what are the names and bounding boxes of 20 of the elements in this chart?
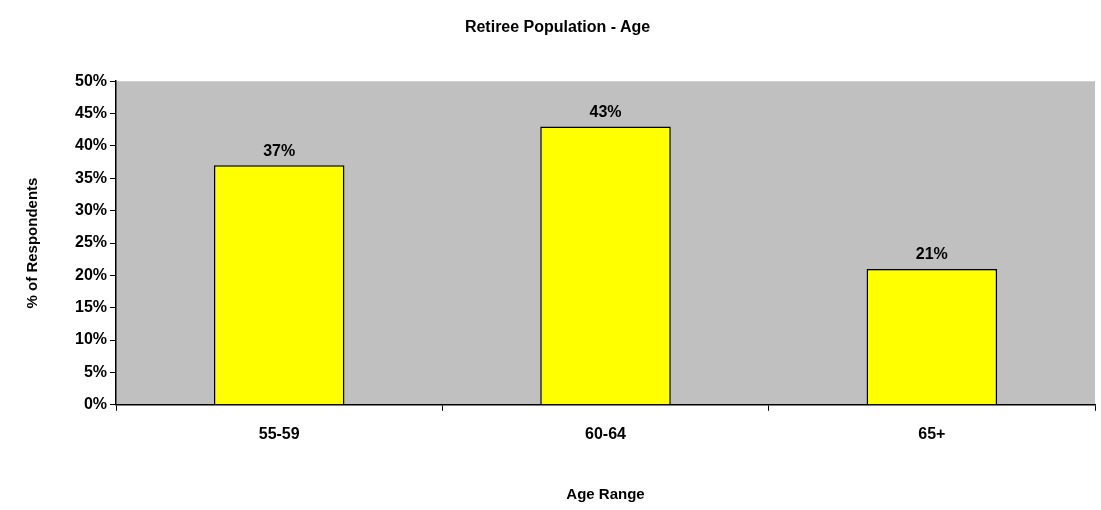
y-tick-label: 10% — [74, 330, 108, 348]
y-axis-title: % of Respondents — [23, 177, 41, 309]
y-tick-label: 50% — [74, 71, 108, 89]
x-axis-title: Age Range — [566, 485, 645, 503]
y-tick-label: 45% — [74, 103, 108, 121]
y-tick-label: 40% — [74, 136, 108, 154]
x-tick-label: 65+ — [918, 424, 946, 442]
y-tick-label: 35% — [74, 168, 108, 186]
data-label: 37% — [263, 141, 296, 159]
x-tick-label: 60-64 — [585, 424, 627, 442]
y-tick-label: 15% — [74, 298, 108, 316]
y-tick-label: 20% — [74, 265, 108, 283]
x-tick-label: 55-59 — [258, 424, 300, 442]
data-label: 43% — [589, 102, 622, 120]
data-label: 21% — [915, 245, 948, 263]
chart-title: Retiree Population - Age — [464, 18, 651, 36]
y-tick-label: 25% — [74, 233, 108, 251]
y-tick-label: 5% — [83, 362, 108, 380]
y-tick-label: 30% — [74, 201, 108, 219]
y-tick-label: 0% — [83, 395, 108, 413]
